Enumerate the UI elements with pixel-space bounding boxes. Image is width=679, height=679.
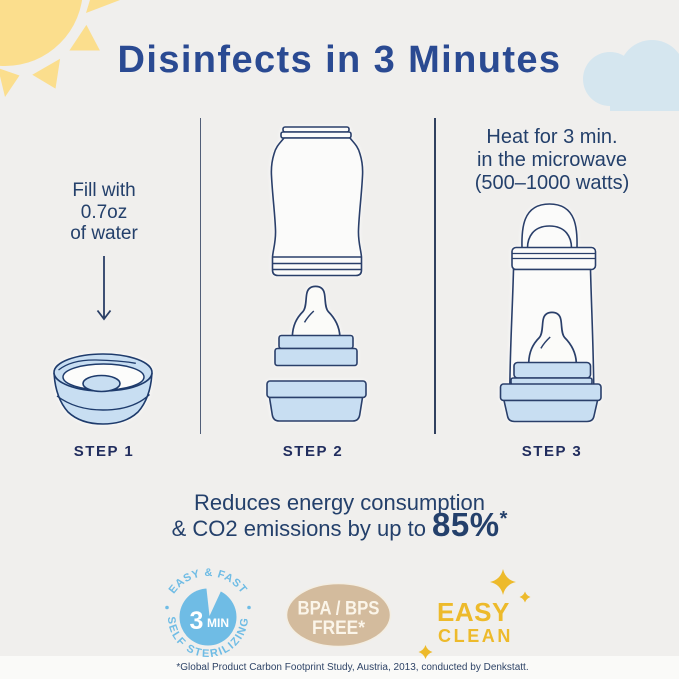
svg-text:FREE*: FREE* (312, 618, 366, 639)
svg-text:MIN: MIN (207, 616, 229, 630)
svg-text:BPA / BPS: BPA / BPS (298, 599, 380, 620)
svg-text:CLEAN: CLEAN (438, 626, 513, 646)
svg-text:3: 3 (190, 607, 204, 635)
svg-text:EASY: EASY (437, 597, 510, 627)
